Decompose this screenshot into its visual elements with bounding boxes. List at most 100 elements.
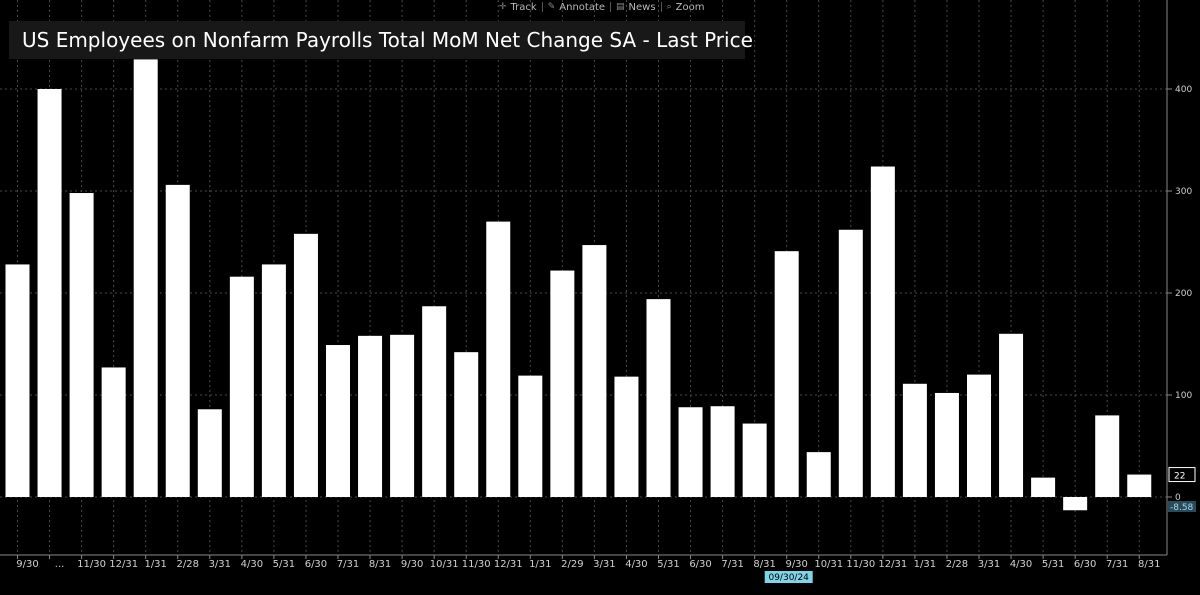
y-tick-label: 300 <box>1175 187 1192 197</box>
x-tick-label: 11/30 <box>77 559 106 570</box>
bar <box>582 245 607 497</box>
annotate-label: Annotate <box>559 1 606 13</box>
bar <box>1063 497 1088 511</box>
bar <box>774 251 799 497</box>
x-tick-label: 12/31 <box>494 559 523 570</box>
x-tick-label: 2/28 <box>946 559 968 570</box>
x-tick-label: 3/31 <box>593 559 615 570</box>
bar <box>486 221 511 497</box>
x-tick-label: 6/30 <box>689 559 711 570</box>
x-tick-label: 5/31 <box>273 559 295 570</box>
track-label: Track <box>510 1 537 13</box>
x-tick-label: 10/31 <box>814 559 843 570</box>
x-tick-label: 8/31 <box>753 559 775 570</box>
x-tick-label: 2/29 <box>561 559 583 570</box>
x-tick-label: 5/31 <box>657 559 679 570</box>
bar <box>326 345 350 497</box>
bar <box>101 367 126 497</box>
x-tick-label: 8/31 <box>1138 559 1160 570</box>
x-tick-label: 9/30 <box>16 559 38 570</box>
x-tick-label: 7/31 <box>721 559 743 570</box>
magnifier-icon: ⌕ <box>666 2 672 12</box>
bar <box>390 334 415 497</box>
annotate-button[interactable]: ✎ Annotate <box>543 2 610 13</box>
x-tick-label: 9/30 <box>785 559 807 570</box>
toolbar-divider <box>541 2 543 12</box>
bar <box>646 299 671 497</box>
y-tick-label: 0 <box>1175 493 1181 503</box>
bar <box>422 306 447 497</box>
bar <box>1095 415 1120 497</box>
x-tick-label: 7/31 <box>337 559 359 570</box>
track-button[interactable]: ✛ Track <box>494 2 542 13</box>
bar <box>550 270 575 497</box>
last-value-flag <box>1168 467 1196 483</box>
bar <box>678 407 703 497</box>
news-button[interactable]: ▤ News <box>611 2 661 13</box>
chart-toolbar: ✛ Track ✎ Annotate ▤ News ⌕ Zoom <box>494 0 709 14</box>
x-tick-label: 1/31 <box>529 559 551 570</box>
toolbar-divider <box>660 2 662 12</box>
chart-legend: US Employees on Nonfarm Payrolls Total M… <box>9 21 753 59</box>
x-tick-label: 4/30 <box>241 559 263 570</box>
bar <box>806 452 831 497</box>
x-tick-label: 6/30 <box>305 559 327 570</box>
zoom-label: Zoom <box>675 1 705 13</box>
bar <box>999 333 1024 497</box>
zoom-button[interactable]: ⌕ Zoom <box>662 2 710 13</box>
bar <box>133 60 158 497</box>
bar <box>742 423 767 497</box>
bar <box>165 184 190 497</box>
x-tick-label: 11/30 <box>462 559 491 570</box>
bar <box>838 229 863 497</box>
x-tick-label: 3/31 <box>209 559 231 570</box>
y-tick-label: 400 <box>1175 85 1192 95</box>
x-tick-label: 8/31 <box>369 559 391 570</box>
bar <box>614 376 639 497</box>
x-tick-label: ... <box>55 559 65 570</box>
crosshair-icon: ✛ <box>499 2 507 12</box>
date-marker-label: 09/30/24 <box>768 573 809 583</box>
x-tick-label: 11/30 <box>846 559 875 570</box>
toolbar-divider <box>610 2 612 12</box>
x-tick-label: 1/31 <box>144 559 166 570</box>
bar <box>5 264 30 497</box>
last-value-label: 22 <box>1174 472 1185 482</box>
bar <box>454 352 479 497</box>
bar <box>69 193 94 498</box>
bar <box>358 335 383 497</box>
x-tick-label: 1/31 <box>914 559 936 570</box>
x-tick-label: 12/31 <box>109 559 138 570</box>
bar <box>37 89 62 497</box>
y-tick-label: 200 <box>1175 289 1192 299</box>
bar <box>710 406 735 497</box>
x-tick-label: 12/31 <box>878 559 907 570</box>
bar <box>261 264 286 497</box>
x-tick-label: 9/30 <box>401 559 423 570</box>
bar <box>902 383 927 497</box>
chart-title: US Employees on Nonfarm Payrolls Total M… <box>22 28 753 52</box>
y-tick-label: 100 <box>1175 391 1192 401</box>
bar <box>229 276 254 497</box>
x-tick-label: 4/30 <box>625 559 647 570</box>
bar <box>1031 477 1056 497</box>
x-tick-label: 2/28 <box>177 559 199 570</box>
pencil-icon: ✎ <box>547 2 556 12</box>
bar <box>934 392 959 497</box>
x-tick-label: 10/31 <box>430 559 459 570</box>
news-icon: ▤ <box>616 2 625 12</box>
bar <box>197 409 222 497</box>
date-marker-box <box>764 571 813 583</box>
bar <box>293 233 318 497</box>
x-tick-label: 5/31 <box>1042 559 1064 570</box>
x-tick-label: 4/30 <box>1010 559 1032 570</box>
bar <box>1127 474 1152 497</box>
bar <box>967 374 991 497</box>
x-tick-label: 6/30 <box>1074 559 1096 570</box>
secondary-value-flag <box>1168 501 1196 512</box>
x-tick-label: 7/31 <box>1106 559 1128 570</box>
news-label: News <box>628 1 656 13</box>
x-tick-label: 3/31 <box>978 559 1000 570</box>
bar <box>518 375 543 497</box>
